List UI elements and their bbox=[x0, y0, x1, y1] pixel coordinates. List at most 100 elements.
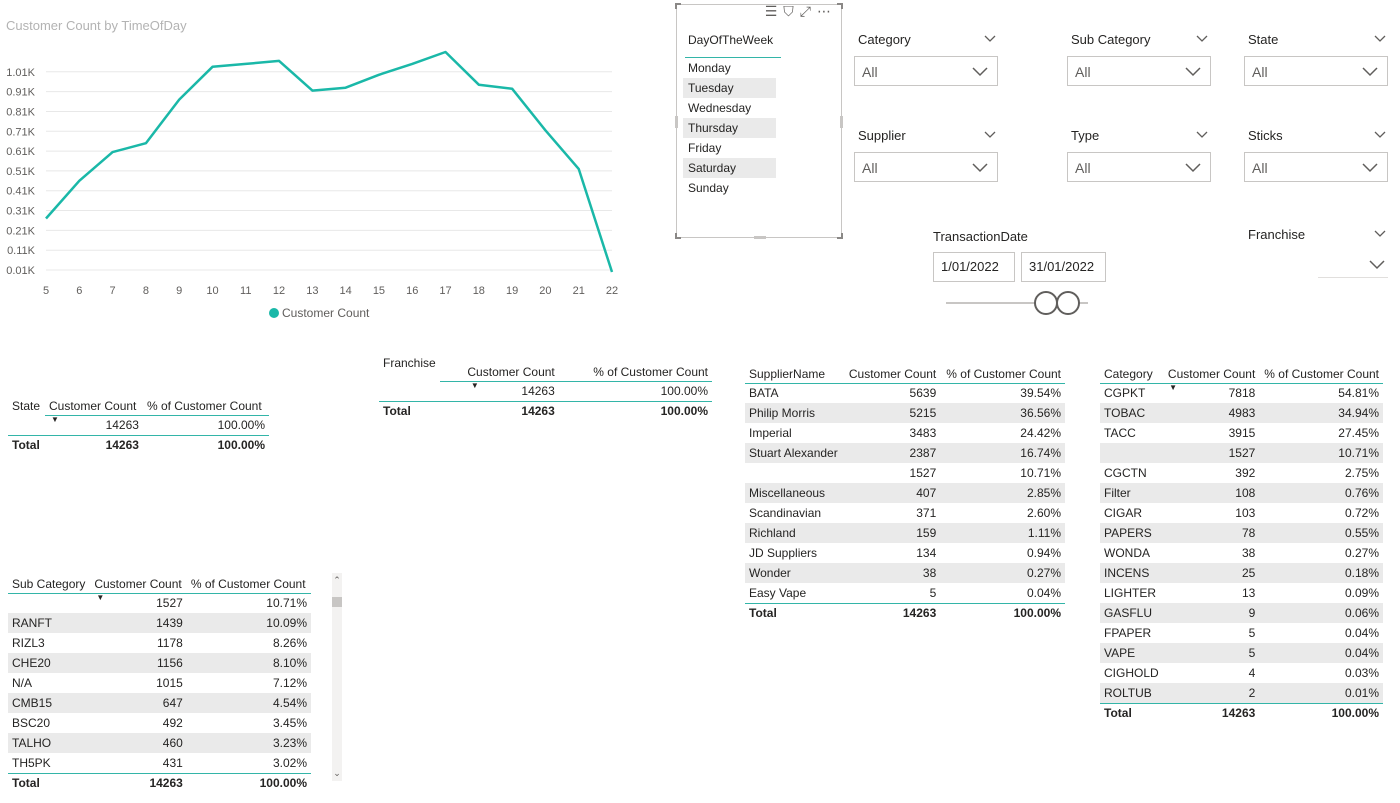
table-row[interactable]: CIGAR 103 0.72% bbox=[1100, 503, 1383, 523]
table-row[interactable]: CIGHOLD 4 0.03% bbox=[1100, 663, 1383, 683]
column-header-state[interactable]: State bbox=[12, 399, 41, 413]
type-dropdown[interactable]: All bbox=[1067, 152, 1211, 182]
expand-icon[interactable]: ⤢ bbox=[799, 3, 817, 19]
date-range-end-handle[interactable] bbox=[1056, 291, 1080, 315]
chevron-down-icon[interactable] bbox=[1374, 34, 1386, 44]
table-row[interactable]: VAPE 5 0.04% bbox=[1100, 643, 1383, 663]
table-row[interactable]: TACC 3915 27.45% bbox=[1100, 423, 1383, 443]
table-row[interactable]: INCENS 25 0.18% bbox=[1100, 563, 1383, 583]
table-row[interactable]: Richland 159 1.11% bbox=[745, 523, 1065, 543]
table-row[interactable]: BATA 5639 39.54% bbox=[745, 383, 1065, 403]
table-row[interactable]: WONDA 38 0.27% bbox=[1100, 543, 1383, 563]
table-row[interactable]: TOBAC 4983 34.94% bbox=[1100, 403, 1383, 423]
sub-category-dropdown[interactable]: All bbox=[1067, 56, 1211, 86]
day-item-friday[interactable]: Friday bbox=[688, 141, 722, 155]
column-header-percent-customer-count[interactable]: % of Customer Count bbox=[186, 568, 311, 594]
table-row[interactable]: Filter 108 0.76% bbox=[1100, 483, 1383, 503]
resize-handle-bottom-right[interactable] bbox=[837, 233, 843, 239]
day-item-saturday[interactable]: Saturday bbox=[683, 158, 776, 178]
resize-handle-bottom[interactable] bbox=[754, 236, 766, 239]
end-date-input[interactable]: 31/01/2022 bbox=[1021, 252, 1106, 282]
cell-percent: 3.23% bbox=[186, 733, 311, 753]
chevron-down-icon[interactable] bbox=[1196, 130, 1208, 140]
table-row[interactable]: PAPERS 78 0.55% bbox=[1100, 523, 1383, 543]
table-row[interactable]: Wonder 38 0.27% bbox=[745, 563, 1065, 583]
date-range-slider-track[interactable] bbox=[946, 302, 1088, 304]
resize-handle-top-left[interactable] bbox=[675, 3, 681, 9]
table-row[interactable]: TH5PK 431 3.02% bbox=[8, 753, 311, 773]
chevron-down-icon[interactable] bbox=[984, 130, 996, 140]
day-item-wednesday[interactable]: Wednesday bbox=[688, 101, 752, 115]
filter-icon[interactable]: ⛉ bbox=[783, 3, 800, 19]
column-header-customer-count[interactable]: Customer Count bbox=[843, 358, 941, 384]
column-header-customer-count[interactable]: Customer Count ▼ bbox=[439, 356, 559, 390]
day-item-thursday[interactable]: Thursday bbox=[683, 118, 776, 138]
table-row[interactable]: ROLTUB 2 0.01% bbox=[1100, 683, 1383, 703]
y-tick-label: 0.71K bbox=[6, 126, 35, 138]
resize-handle-right[interactable] bbox=[840, 116, 843, 128]
table-row[interactable]: Stuart Alexander 2387 16.74% bbox=[745, 443, 1065, 463]
table-row[interactable]: 1527 10.71% bbox=[8, 593, 311, 613]
cell-customer-count: 5639 bbox=[909, 386, 937, 401]
chevron-down-icon[interactable] bbox=[1374, 130, 1386, 140]
table-row[interactable]: CGPKT 7818 54.81% bbox=[1100, 383, 1383, 403]
day-item-monday[interactable]: Monday bbox=[688, 61, 731, 75]
column-header-customer-count[interactable]: Customer Count ▼ bbox=[45, 390, 143, 424]
table-row[interactable]: 14263 100.00% bbox=[8, 415, 269, 435]
franchise-dropdown[interactable] bbox=[1318, 250, 1388, 278]
column-header-percent-customer-count[interactable]: % of Customer Count bbox=[1259, 358, 1383, 384]
table-row[interactable]: Scandinavian 371 2.60% bbox=[745, 503, 1065, 523]
table-row[interactable]: RANFT 1439 10.09% bbox=[8, 613, 311, 633]
resize-handle-left[interactable] bbox=[675, 116, 678, 128]
chevron-down-icon[interactable] bbox=[1196, 34, 1208, 44]
state-dropdown[interactable]: All bbox=[1244, 56, 1388, 86]
day-of-week-slicer[interactable]: ☰⛉⤢⋯ DayOfTheWeek Monday Tuesday Wednesd… bbox=[675, 3, 843, 239]
cell-customer-count: 1527 bbox=[156, 596, 183, 611]
table-row[interactable]: CHE20 1156 8.10% bbox=[8, 653, 311, 673]
column-header-customer-count[interactable]: Customer Count ▼ bbox=[90, 568, 187, 602]
resize-handle-top-right[interactable] bbox=[837, 3, 843, 9]
category-dropdown[interactable]: All bbox=[854, 56, 998, 86]
table-row[interactable]: TALHO 460 3.23% bbox=[8, 733, 311, 753]
supplier-dropdown[interactable]: All bbox=[854, 152, 998, 182]
table-row[interactable]: FPAPER 5 0.04% bbox=[1100, 623, 1383, 643]
table-row[interactable]: CMB15 647 4.54% bbox=[8, 693, 311, 713]
table-row[interactable]: CGCTN 392 2.75% bbox=[1100, 463, 1383, 483]
day-item-tuesday[interactable]: Tuesday bbox=[683, 78, 776, 98]
scroll-up-icon[interactable]: ⌃ bbox=[333, 575, 341, 585]
table-row[interactable]: Miscellaneous 407 2.85% bbox=[745, 483, 1065, 503]
sub-category-table-scrollbar[interactable]: ⌃ ⌄ bbox=[332, 573, 342, 781]
table-row[interactable]: BSC20 492 3.45% bbox=[8, 713, 311, 733]
column-header-percent-customer-count[interactable]: % of Customer Count bbox=[558, 356, 712, 382]
column-header-percent-customer-count[interactable]: % of Customer Count bbox=[940, 358, 1065, 384]
column-header-percent-customer-count[interactable]: % of Customer Count bbox=[142, 390, 269, 416]
start-date-input[interactable]: 1/01/2022 bbox=[933, 252, 1015, 282]
column-header-franchise[interactable]: Franchise bbox=[383, 356, 436, 370]
table-row[interactable]: GASFLU 9 0.06% bbox=[1100, 603, 1383, 623]
more-options-icon[interactable]: ⋯ bbox=[817, 3, 837, 19]
sticks-dropdown[interactable]: All bbox=[1244, 152, 1388, 182]
table-row[interactable]: 1527 10.71% bbox=[1100, 443, 1383, 463]
resize-handle-bottom-left[interactable] bbox=[675, 233, 681, 239]
table-row[interactable]: 14263 100.00% bbox=[379, 381, 712, 401]
table-row[interactable]: Imperial 3483 24.42% bbox=[745, 423, 1065, 443]
cell-name: Miscellaneous bbox=[745, 483, 844, 503]
chevron-down-icon[interactable] bbox=[984, 34, 996, 44]
column-header-category[interactable]: Category bbox=[1100, 358, 1164, 384]
date-range-start-handle[interactable] bbox=[1034, 291, 1058, 315]
column-header-supplier-name[interactable]: SupplierName bbox=[745, 358, 844, 384]
table-row[interactable]: Easy Vape 5 0.04% bbox=[745, 583, 1065, 603]
scrollbar-thumb[interactable] bbox=[332, 597, 342, 607]
scroll-down-icon[interactable]: ⌄ bbox=[333, 768, 341, 778]
focus-lines-icon[interactable]: ☰ bbox=[764, 3, 784, 19]
table-row[interactable]: LIGHTER 13 0.09% bbox=[1100, 583, 1383, 603]
table-row[interactable]: Philip Morris 5215 36.56% bbox=[745, 403, 1065, 423]
column-header-customer-count[interactable]: Customer Count ▼ bbox=[1163, 358, 1260, 392]
column-header-sub-category[interactable]: Sub Category bbox=[8, 568, 91, 594]
day-item-sunday[interactable]: Sunday bbox=[688, 181, 729, 195]
chevron-down-icon[interactable] bbox=[1374, 229, 1386, 239]
table-row[interactable]: N/A 1015 7.12% bbox=[8, 673, 311, 693]
table-row[interactable]: 1527 10.71% bbox=[745, 463, 1065, 483]
table-row[interactable]: JD Suppliers 134 0.94% bbox=[745, 543, 1065, 563]
table-row[interactable]: RIZL3 1178 8.26% bbox=[8, 633, 311, 653]
